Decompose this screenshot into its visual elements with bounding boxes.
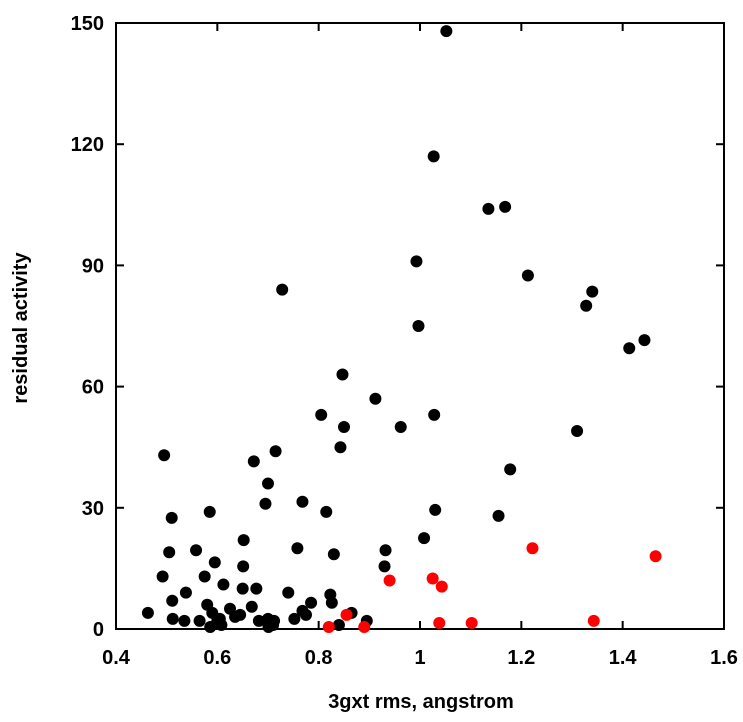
data-point-black (215, 618, 228, 631)
x-tick-label: 0.4 (102, 647, 131, 669)
data-point-red (383, 574, 396, 587)
y-axis-title: residual activity (10, 252, 32, 404)
data-point-red (340, 608, 353, 621)
data-point-black (268, 614, 281, 627)
x-tick-label: 0.6 (203, 647, 231, 669)
data-point-black (369, 392, 382, 405)
y-tick-label: 90 (82, 255, 104, 277)
data-point-red (322, 620, 335, 633)
x-tick-label: 1.6 (710, 647, 738, 669)
data-point-black (237, 534, 250, 547)
data-point-black (208, 556, 221, 569)
data-point-black (288, 612, 301, 625)
data-point-red (358, 620, 371, 633)
data-point-black (198, 570, 211, 583)
data-point-black (236, 582, 249, 595)
data-point-black (379, 544, 392, 557)
data-point-black (571, 425, 584, 438)
x-tick-label: 1.4 (609, 647, 638, 669)
ticks-layer: 0.4 0.6 0.8 1 1.2 1.4 1.6 0 30 60 90 120 150 (71, 13, 738, 669)
data-point-red (435, 580, 448, 593)
data-point-black (580, 299, 593, 312)
data-point-red (526, 542, 539, 555)
data-point-black (521, 269, 534, 282)
data-point-black (165, 511, 178, 524)
data-point-black (418, 532, 431, 545)
data-point-black (440, 25, 453, 38)
x-axis-title: 3gxt rms, angstrom (328, 691, 514, 713)
data-point-black (166, 612, 179, 625)
data-point-black (428, 408, 441, 421)
data-point-black (291, 542, 304, 555)
data-point-red (465, 616, 478, 629)
data-point-black (237, 560, 250, 573)
data-point-black (427, 150, 440, 163)
data-point-black (156, 570, 169, 583)
plot-frame (115, 22, 725, 630)
data-point-black (332, 618, 345, 631)
data-point-black (327, 548, 340, 561)
data-point-black (412, 320, 425, 332)
data-point-black (141, 606, 154, 619)
data-point-black (482, 202, 495, 215)
data-point-black (259, 497, 272, 510)
data-point-black (394, 421, 407, 433)
data-point-black (504, 463, 517, 476)
data-point-black (334, 441, 347, 454)
data-point-black (499, 200, 512, 213)
data-point-black (163, 546, 176, 559)
y-tick-label: 150 (71, 13, 104, 35)
y-tick-label: 0 (93, 619, 104, 641)
data-point-black (315, 408, 328, 421)
data-point-black (338, 421, 350, 433)
x-tick-label: 1.2 (507, 647, 535, 669)
data-point-black (166, 594, 179, 607)
data-point-black (282, 586, 295, 599)
x-tick-label: 1 (414, 647, 425, 669)
data-point-red (426, 572, 439, 585)
data-point-black (300, 608, 312, 621)
data-point-black (179, 586, 192, 599)
y-tick-label: 60 (82, 377, 104, 399)
data-point-black (492, 509, 505, 522)
data-point-black (638, 334, 651, 347)
data-point-black (247, 455, 260, 468)
data-point-red (649, 550, 662, 563)
data-point-red (433, 616, 446, 629)
y-tick-label: 120 (71, 134, 104, 156)
data-point-black (203, 505, 216, 518)
data-point-black (336, 368, 349, 381)
data-point-black (276, 283, 289, 296)
data-point-black (305, 596, 318, 609)
data-point-black (269, 445, 282, 458)
data-point-black (320, 505, 333, 518)
data-point-black (586, 285, 599, 298)
points-layer (141, 25, 662, 633)
data-point-black (378, 560, 391, 573)
data-point-black (410, 255, 423, 268)
data-point-black (429, 503, 442, 516)
data-point-black (623, 342, 636, 355)
data-point-black (325, 596, 338, 609)
data-point-black (262, 477, 274, 490)
data-point-black (217, 578, 230, 591)
data-point-black (158, 449, 171, 462)
data-point-black (252, 614, 265, 627)
data-point-black (245, 600, 258, 613)
data-point-red (587, 614, 600, 627)
y-tick-label: 30 (82, 498, 104, 520)
data-point-black (250, 582, 263, 595)
data-point-black (190, 544, 203, 557)
data-point-black (193, 614, 206, 627)
data-point-black (296, 495, 309, 508)
data-point-black (234, 608, 247, 621)
data-point-black (178, 614, 191, 627)
x-tick-label: 0.8 (305, 647, 333, 669)
